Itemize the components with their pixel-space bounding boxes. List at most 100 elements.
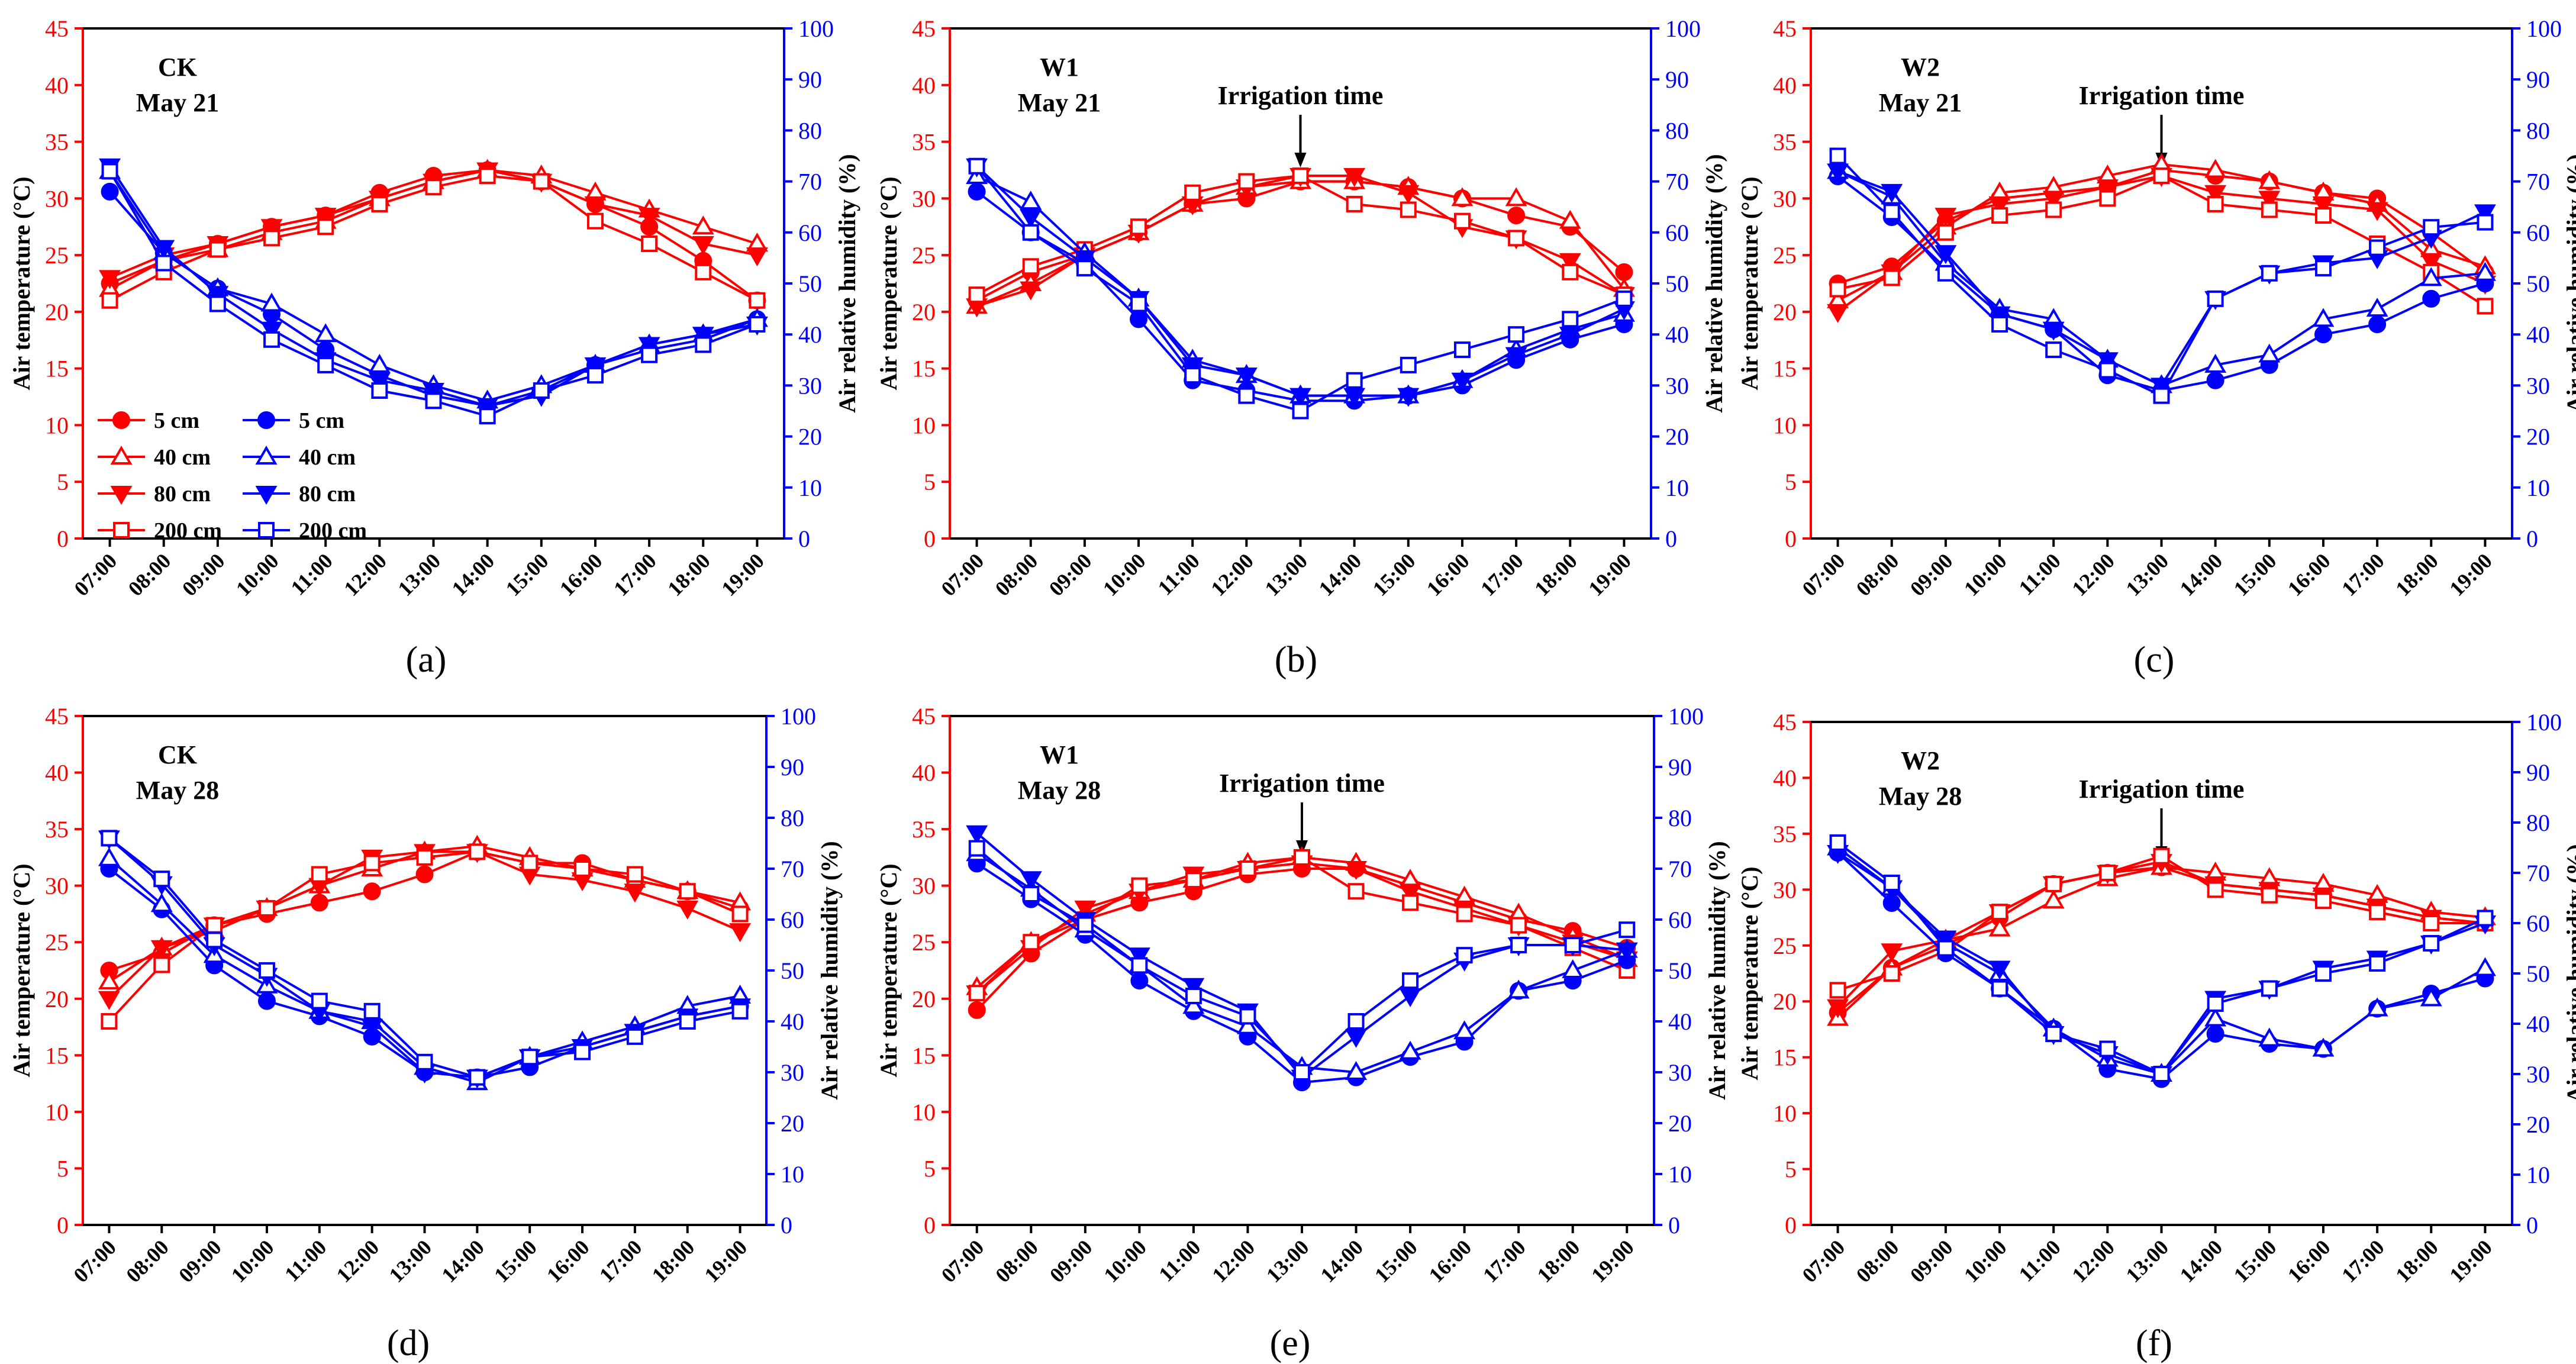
temperature-point — [695, 263, 712, 280]
temperature-point — [1991, 904, 2008, 921]
humidity-point — [1130, 972, 1149, 990]
humidity-point — [150, 893, 173, 912]
humidity-point — [2474, 204, 2496, 224]
x-tick-label: 13:00 — [384, 1235, 436, 1287]
right-tick-label: 40 — [781, 1008, 804, 1035]
legend-temperature-label: 5 cm — [154, 408, 199, 433]
x-tick-label: 18:00 — [1530, 549, 1582, 601]
panel-label: (e) — [1270, 1323, 1311, 1363]
left-tick-label: 25 — [912, 929, 936, 956]
humidity-point — [679, 1013, 696, 1030]
temperature-point — [1185, 872, 1202, 889]
panel-label: (c) — [2134, 640, 2175, 680]
humidity-line-40cm — [108, 857, 740, 1084]
left-axis-title: Air temperature (°C) — [1736, 866, 1763, 1080]
humidity-point — [1289, 388, 1311, 407]
x-tick-label: 07:00 — [69, 1235, 121, 1287]
legend-humidity-marker — [255, 445, 278, 465]
humidity-point — [1184, 367, 1201, 384]
humidity-point — [1829, 147, 1846, 165]
humidity-point — [314, 323, 337, 343]
left-tick-label: 30 — [45, 873, 69, 899]
left-tick-label: 15 — [1773, 1044, 1797, 1071]
right-tick-label: 20 — [1668, 1110, 1692, 1137]
date-label: May 21 — [1018, 88, 1101, 117]
humidity-point — [2261, 980, 2278, 997]
x-tick-label: 16:00 — [2283, 549, 2335, 601]
temperature-point — [371, 195, 388, 212]
temperature-point — [1883, 965, 1900, 982]
humidity-point — [1236, 1015, 1259, 1034]
left-tick-label: 0 — [924, 525, 936, 552]
humidity-point — [2312, 308, 2335, 327]
right-tick-label: 40 — [1668, 1008, 1692, 1035]
x-tick-label: 09:00 — [1906, 1235, 1958, 1287]
humidity-point — [423, 383, 444, 402]
humidity-point — [1182, 978, 1205, 997]
left-axis-title: Air temperature (°C) — [1736, 176, 1763, 390]
temperature-point — [968, 1001, 986, 1019]
humidity-point — [101, 182, 119, 201]
x-tick-label: 07:00 — [70, 549, 122, 601]
humidity-point — [2258, 343, 2281, 363]
humidity-line-200cm — [1837, 155, 2485, 398]
humidity-line-5cm — [976, 862, 1627, 1084]
date-label: May 21 — [136, 88, 220, 117]
x-tick-label: 14:00 — [1314, 549, 1366, 601]
x-tick-label: 15:00 — [501, 549, 553, 601]
humidity-point — [368, 353, 391, 373]
temperature-point — [749, 292, 766, 309]
right-tick-label: 10 — [1668, 1161, 1692, 1188]
right-axis-title: Air relative humidity (%) — [2562, 154, 2576, 412]
legend: 5 cm 5 cm 40 cm 40 cm 80 cm 80 cm 200 cm 200 cm — [98, 408, 367, 543]
left-tick-label: 20 — [45, 299, 69, 325]
x-tick-label: 07:00 — [1798, 549, 1850, 601]
temperature-point — [1238, 173, 1255, 190]
humidity-point — [1131, 957, 1148, 974]
humidity-line-5cm — [976, 191, 1624, 402]
temperature-line-5cm — [1837, 866, 2485, 1014]
right-tick-label: 50 — [2526, 960, 2550, 987]
left-tick-label: 15 — [45, 1042, 69, 1069]
right-tick-label: 100 — [2526, 15, 2562, 42]
temperature-point — [425, 179, 442, 196]
right-tick-label: 80 — [1665, 117, 1689, 144]
temperature-point — [1292, 167, 1309, 185]
temperature-point — [2258, 170, 2281, 189]
humidity-point — [1451, 372, 1474, 392]
humidity-point — [1294, 1064, 1310, 1081]
temperature-point — [2153, 167, 2170, 185]
irrigation-annotation: Irrigation time — [1219, 769, 1385, 798]
temperature-point — [1294, 849, 1310, 866]
x-tick-label: 08:00 — [991, 549, 1043, 601]
right-tick-label: 10 — [2526, 1162, 2550, 1188]
left-axis-title: Air temperature (°C) — [875, 863, 902, 1077]
x-tick-label: 18:00 — [663, 549, 715, 601]
humidity-point — [1399, 988, 1421, 1008]
temperature-point — [153, 956, 170, 973]
chart-panel-d: 0 5 10 15 20 25 30 35 40 45 0 10 20 30 40 50 60 70 80 90 100… — [8, 703, 843, 1363]
humidity-line-80cm — [976, 165, 1625, 397]
temperature-point — [415, 865, 434, 883]
temperature-point — [2258, 191, 2281, 210]
x-tick-label: 11:00 — [2014, 1235, 2065, 1286]
humidity-line-200cm — [1837, 841, 2486, 1076]
humidity-point — [476, 398, 499, 417]
humidity-point — [263, 331, 281, 348]
left-tick-label: 20 — [1773, 299, 1797, 325]
temperature-point — [1827, 999, 1849, 1018]
right-tick-label: 90 — [2526, 66, 2550, 93]
temperature-point — [258, 899, 275, 917]
humidity-point — [2366, 298, 2388, 317]
humidity-point — [1619, 921, 1636, 939]
x-tick-label: 19:00 — [2445, 549, 2497, 601]
left-tick-label: 5 — [924, 469, 936, 495]
temperature-point — [1346, 195, 1363, 212]
right-tick-label: 90 — [1668, 754, 1692, 781]
temperature-point — [1615, 263, 1633, 281]
temperature-point — [209, 241, 226, 258]
temperature-point — [1559, 253, 1581, 272]
temperature-point — [469, 843, 486, 860]
temperature-point — [1399, 883, 1421, 903]
x-tick-label: 19:00 — [717, 549, 769, 601]
